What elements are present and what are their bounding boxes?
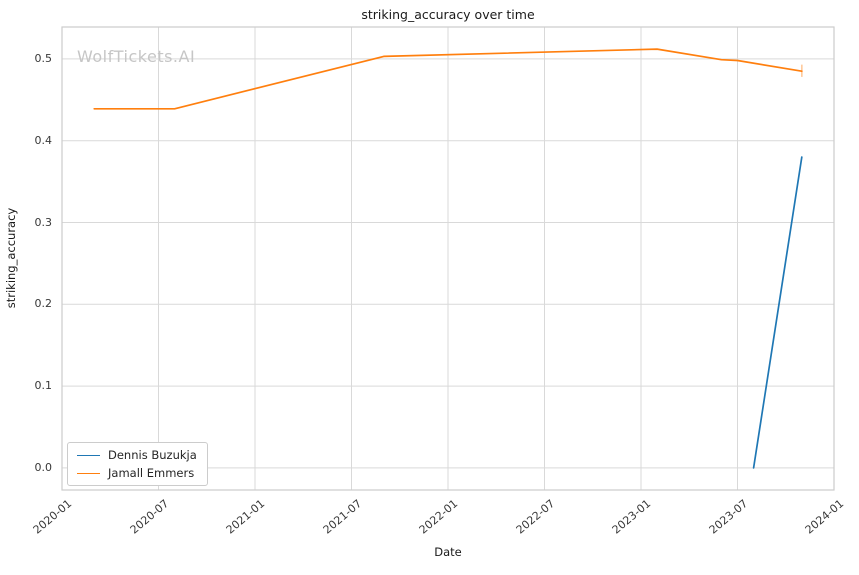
- legend-label: Dennis Buzukja: [108, 448, 197, 462]
- y-axis-label: striking_accuracy: [4, 207, 18, 309]
- watermark: WolfTickets.AI: [77, 47, 196, 66]
- legend-item: Dennis Buzukja: [77, 448, 197, 462]
- series-line-jamall-emmers: [93, 48, 803, 110]
- legend: Dennis Buzukja Jamall Emmers: [67, 442, 208, 486]
- chart-title: striking_accuracy over time: [361, 7, 535, 22]
- legend-item: Jamall Emmers: [77, 466, 197, 480]
- x-axis-label: Date: [434, 545, 462, 559]
- series-line-dennis-buzukja: [752, 156, 803, 469]
- legend-swatch: [77, 472, 100, 474]
- legend-swatch: [77, 454, 100, 456]
- legend-label: Jamall Emmers: [108, 466, 195, 480]
- plot-frame: [61, 26, 835, 491]
